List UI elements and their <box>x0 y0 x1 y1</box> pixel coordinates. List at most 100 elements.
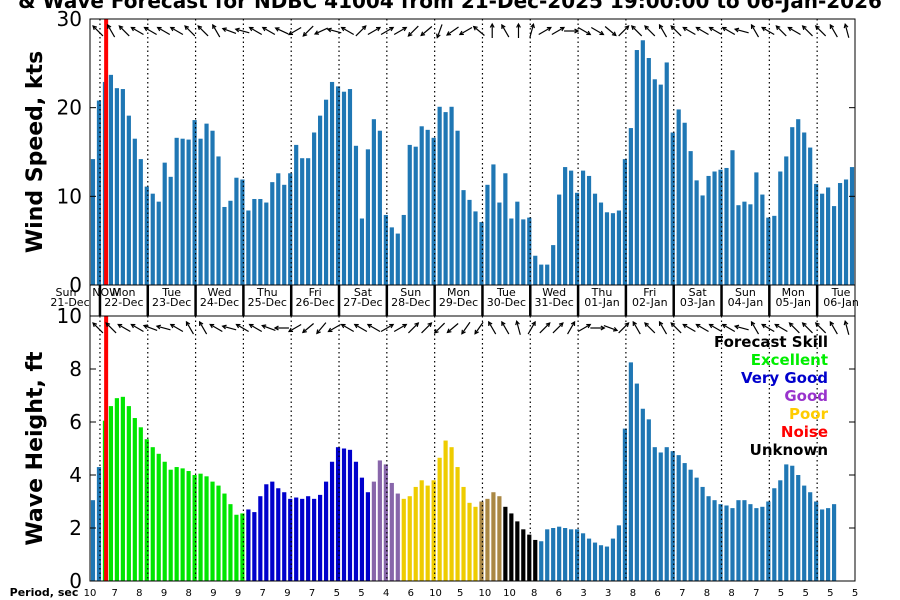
wind-arrow-head <box>117 323 123 329</box>
bar-0-80 <box>569 170 574 285</box>
wind-arrow-shaft <box>184 25 196 37</box>
wind-arrow-shaft <box>288 323 302 333</box>
wind-arrow-1-51 <box>761 323 775 333</box>
wind-arrow-head <box>670 322 676 328</box>
bar-1-46 <box>365 492 371 581</box>
day-date-15: 05-Jan <box>775 296 811 309</box>
wind-arrow-1-28 <box>461 321 471 335</box>
bar-1-81 <box>574 529 580 581</box>
day-name-14: Sun <box>735 286 756 299</box>
bar-0-55 <box>419 126 424 285</box>
bar-0-87 <box>610 213 616 285</box>
wind-arrow-shaft <box>131 323 144 333</box>
wind-arrow-head <box>446 31 452 36</box>
ytick-label-1-5: 10 <box>57 304 82 328</box>
bar-0-103 <box>706 175 711 285</box>
wind-arrow-shaft <box>367 323 381 333</box>
day-date-5: 26-Dec <box>295 296 334 309</box>
wind-arrow-shaft <box>92 322 104 334</box>
bar-0-47 <box>371 119 376 286</box>
bar-1-90 <box>628 362 633 581</box>
day-name-0: Sun <box>56 286 77 299</box>
wind-arrow-1-18 <box>327 323 341 333</box>
wind-arrow-head <box>130 323 136 329</box>
period-value-0: 10 <box>84 588 97 599</box>
wind-arrow-shaft <box>789 322 800 334</box>
wind-arrow-0-4 <box>143 26 157 36</box>
day-date-9: 30-Dec <box>487 296 526 309</box>
bar-1-115 <box>778 480 783 581</box>
bar-0-68 <box>497 202 502 285</box>
wind-arrow-0-15 <box>287 26 302 36</box>
period-value-8: 9 <box>284 588 290 599</box>
bar-1-83 <box>586 538 592 581</box>
bar-1-97 <box>670 451 675 581</box>
wind-arrow-head <box>353 323 359 329</box>
bar-1-93 <box>646 419 651 581</box>
bar-0-51 <box>395 233 400 285</box>
wind-arrow-shaft <box>709 323 722 333</box>
wind-arrow-head <box>624 322 630 328</box>
bar-0-24 <box>234 177 239 285</box>
bar-1-59 <box>443 440 448 581</box>
wind-arrow-1-30 <box>488 320 497 335</box>
wind-arrow-head <box>209 323 215 329</box>
bar-1-52 <box>401 498 406 581</box>
wind-arrow-head <box>682 323 688 329</box>
bar-1-40 <box>329 461 335 581</box>
wind-arrow-1-17 <box>316 322 327 335</box>
bar-0-43 <box>347 89 353 286</box>
wind-arrow-0-41 <box>630 25 643 37</box>
bar-1-66 <box>485 498 490 581</box>
wind-arrow-head <box>843 320 849 326</box>
wind-arrow-shaft <box>670 322 682 334</box>
wind-arrow-head <box>644 322 649 328</box>
bar-0-92 <box>640 40 645 285</box>
wind-arrow-head <box>407 31 413 37</box>
day-date-4: 25-Dec <box>248 296 287 309</box>
bar-1-107 <box>730 508 735 581</box>
wind-arrow-shaft <box>696 323 709 333</box>
wind-arrow-0-9 <box>212 23 221 38</box>
wind-arrow-1-57 <box>843 320 850 335</box>
wind-arrow-head <box>774 323 780 329</box>
wind-arrow-1-42 <box>644 322 656 334</box>
bar-0-76 <box>545 264 550 285</box>
wind-arrow-0-53 <box>787 26 801 36</box>
period-label: Period, sec <box>10 586 79 599</box>
bar-1-37 <box>312 498 317 581</box>
wind-arrow-shaft <box>750 321 760 335</box>
wind-arrow-0-1 <box>107 23 116 38</box>
bar-1-8 <box>138 427 143 581</box>
wind-arrow-1-48 <box>721 323 736 333</box>
bar-1-123 <box>826 508 831 581</box>
wind-arrow-shaft <box>527 321 536 335</box>
bar-1-108 <box>736 500 741 581</box>
wind-arrow-0-55 <box>814 25 827 37</box>
wind-arrow-shaft <box>209 323 223 333</box>
wind-arrow-1-33 <box>527 320 536 335</box>
bar-1-23 <box>228 504 233 581</box>
bar-0-22 <box>222 206 227 285</box>
wind-arrow-1-10 <box>221 324 237 331</box>
wind-arrow-head <box>273 325 279 331</box>
bar-1-20 <box>210 481 215 581</box>
wind-arrow-0-27 <box>446 26 459 36</box>
wind-arrow-shaft <box>567 321 576 335</box>
bar-1-47 <box>371 481 376 581</box>
bar-0-83 <box>586 175 592 285</box>
bar-0-64 <box>473 211 478 285</box>
wind-arrow-0-47 <box>708 26 722 36</box>
period-value-1: 7 <box>111 588 117 599</box>
wind-arrow-shaft <box>488 321 497 335</box>
wind-arrow-shaft <box>170 323 184 333</box>
wind-arrow-shaft <box>314 27 328 35</box>
wind-arrow-0-14 <box>274 27 289 35</box>
wind-arrow-head <box>185 320 191 326</box>
wind-arrow-0-3 <box>130 26 144 36</box>
ytick-label-0-0: 0 <box>69 273 82 297</box>
wind-arrow-head <box>559 26 566 32</box>
wind-arrow-head <box>402 323 408 329</box>
wind-arrow-head <box>829 23 835 29</box>
